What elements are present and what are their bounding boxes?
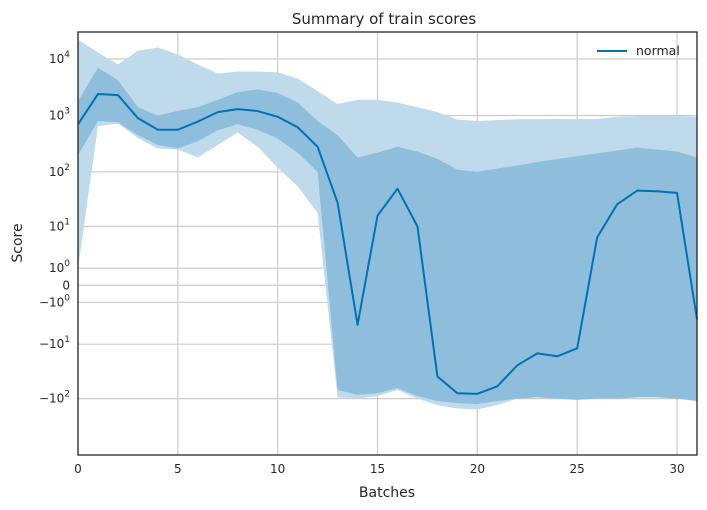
y-tick-labels: 104 103 102 101 100 0−100 −101 −102: [39, 50, 70, 406]
legend-label: normal: [636, 43, 680, 58]
chart-title: Summary of train scores: [292, 10, 476, 28]
x-tick-label: 30: [669, 462, 684, 476]
x-tick-label: 10: [270, 462, 285, 476]
y-tick-label: −102: [39, 390, 70, 406]
y-tick-label: 103: [49, 107, 70, 123]
x-tick-label: 0: [74, 462, 82, 476]
x-tick-labels: 0 5 10 15 20 25 30: [74, 462, 684, 476]
y-axis-label: Score: [10, 223, 26, 262]
legend: normal: [597, 43, 680, 58]
x-tick-label: 5: [174, 462, 182, 476]
y-tick-label: −101: [39, 335, 70, 351]
y-tick-label: 0: [62, 278, 70, 292]
y-tick-label: 104: [49, 50, 70, 66]
y-tick-label: 101: [49, 217, 70, 233]
plot-frame: [77, 31, 698, 456]
series-line-normal: [77, 93, 698, 395]
x-axis-label: Batches: [359, 485, 415, 501]
confidence-bands: [78, 39, 697, 410]
y-tick-label: 102: [49, 163, 70, 179]
y-tick-label: −100: [39, 293, 70, 309]
x-tick-label: 25: [570, 462, 585, 476]
y-tick-label: 100: [49, 259, 70, 275]
inner-band-normal: [78, 67, 697, 405]
series-lines: [77, 93, 698, 395]
x-tick-label: 15: [370, 462, 385, 476]
x-tick-label: 20: [470, 462, 485, 476]
